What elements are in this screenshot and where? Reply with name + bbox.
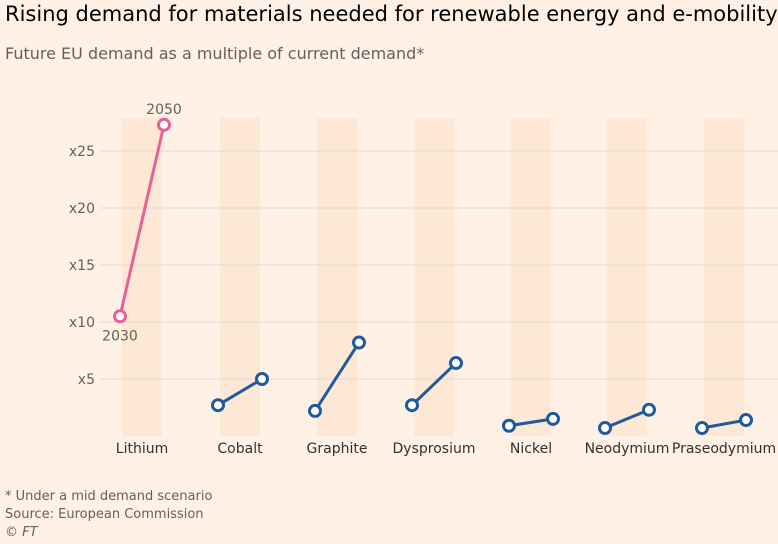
point-2030-cobalt — [211, 398, 225, 413]
point-2030-lithium — [113, 309, 127, 324]
y-tick-label: x15 — [69, 258, 95, 274]
category-band-praseodymium — [704, 118, 744, 436]
point-2030-praseodymium — [695, 421, 709, 436]
category-band-neodymium — [607, 118, 647, 436]
point-2050-graphite — [352, 335, 366, 350]
connector-graphite — [313, 341, 361, 412]
footnote: * Under a mid demand scenario — [5, 489, 213, 504]
source-note: Source: European Commission — [5, 507, 204, 522]
point-2050-lithium — [157, 117, 171, 132]
point-2030-graphite — [308, 403, 322, 418]
x-tick-label-nickel: Nickel — [510, 441, 552, 457]
point-2030-dysprosium — [405, 398, 419, 413]
x-tick-label-graphite: Graphite — [307, 441, 368, 457]
x-tick-label-cobalt: Cobalt — [217, 441, 263, 457]
connector-praseodymium — [701, 418, 747, 430]
point-2050-praseodymium — [739, 413, 753, 428]
connector-dysprosium — [410, 361, 458, 407]
chart-title: Rising demand for materials needed for r… — [5, 2, 778, 26]
point-2030-neodymium — [598, 421, 612, 436]
connector-lithium — [118, 124, 166, 317]
point-2050-neodymium — [642, 402, 656, 417]
connector-neodymium — [604, 408, 650, 430]
y-tick-label: x5 — [78, 372, 95, 388]
y-tick-label: x25 — [69, 144, 95, 160]
annotation-2050: 2050 — [146, 102, 182, 118]
x-tick-label-dysprosium: Dysprosium — [393, 441, 476, 457]
x-tick-label-neodymium: Neodymium — [585, 441, 670, 457]
annotation-2030: 2030 — [102, 328, 138, 344]
point-2050-dysprosium — [449, 356, 463, 371]
category-band-nickel — [511, 118, 551, 436]
dot-line-chart: x5 x10 x15 x20 x25 Lithium Cobalt Graphite Dyspr… — [69, 102, 778, 457]
y-tick-label: x10 — [69, 315, 95, 331]
y-tick-label: x20 — [69, 201, 95, 217]
connector-cobalt — [217, 377, 263, 407]
x-tick-label-praseodymium: Praseodymium — [672, 441, 776, 457]
x-tick-label-lithium: Lithium — [116, 441, 168, 457]
point-2030-nickel — [502, 418, 516, 433]
category-band-dysprosium — [414, 118, 454, 436]
category-band-graphite — [317, 118, 357, 436]
connector-nickel — [508, 417, 554, 428]
point-2050-nickel — [546, 411, 560, 426]
category-band-cobalt — [220, 118, 260, 436]
chart-subtitle: Future EU demand as a multiple of curren… — [5, 44, 425, 63]
footer: * Under a mid demand scenario Source: Eu… — [5, 488, 212, 542]
point-2050-cobalt — [255, 372, 269, 386]
credit: © FT — [5, 525, 38, 540]
